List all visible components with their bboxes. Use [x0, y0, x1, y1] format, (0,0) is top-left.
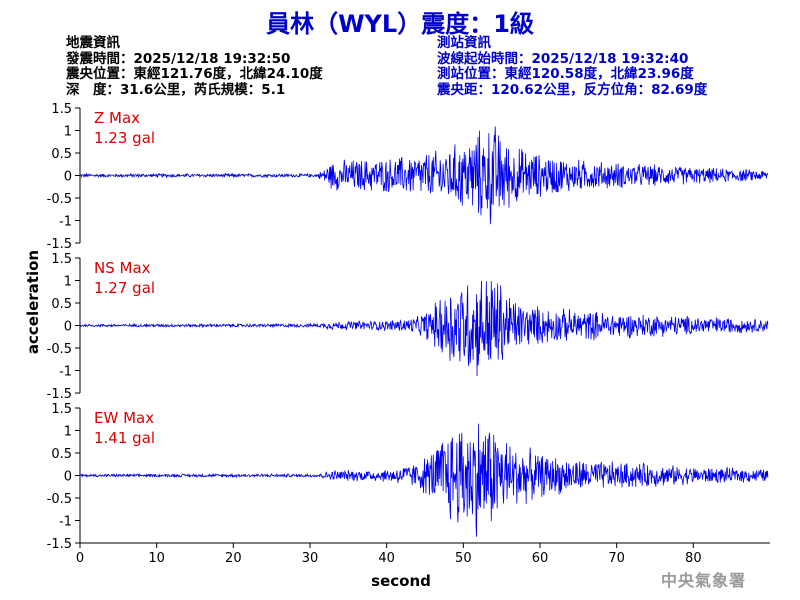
- y-tick-label: 1: [64, 275, 72, 290]
- depth-magnitude: 深 度：31.6公里，芮氏規模：5.1: [66, 81, 286, 98]
- max-label: Z Max: [94, 109, 140, 127]
- earthquake-info: 地震資訊 發震時間：2025/12/18 19:32:50 震央位置：東經121…: [66, 36, 323, 98]
- x-tick-label: 70: [608, 551, 625, 566]
- x-tick-label: 80: [685, 551, 702, 566]
- max-value: 1.27 gal: [94, 279, 155, 297]
- origin-time: 發震時間：2025/12/18 19:32:50: [66, 50, 291, 67]
- y-axis-label: acceleration: [24, 250, 42, 354]
- y-tick-label: -0.5: [47, 492, 72, 507]
- y-tick-label: 1: [64, 425, 72, 440]
- waveform-trace: [79, 280, 769, 377]
- max-value: 1.41 gal: [94, 429, 155, 447]
- max-label: EW Max: [94, 409, 154, 427]
- panel-1: -1.5 -1 -0.5 0 0.5 1 1.5 Z Max 1.23 gal: [47, 102, 769, 252]
- y-tick-label: 1: [64, 125, 72, 140]
- y-tick-label: -1: [59, 215, 72, 230]
- page-title: 員林（WYL）震度：1級: [266, 10, 534, 38]
- max-value: 1.23 gal: [94, 129, 155, 147]
- y-tick-label: -1.5: [47, 387, 72, 402]
- x-tick-label: 40: [378, 551, 395, 566]
- waveform-trace: [79, 423, 769, 537]
- chart-panels: -1.5 -1 -0.5 0 0.5 1 1.5 Z Max 1.23 gal -1.5 -1 -0.…: [47, 102, 769, 552]
- x-tick-label: 10: [148, 551, 165, 566]
- y-tick-label: 0.5: [51, 447, 72, 462]
- y-tick-label: 0: [64, 470, 72, 485]
- max-label: NS Max: [94, 259, 151, 277]
- panel-3: -1.5 -1 -0.5 0 0.5 1 1.5 EW Max 1.41 gal: [47, 402, 769, 552]
- y-tick-label: -1: [59, 365, 72, 380]
- x-tick-label: 30: [302, 551, 319, 566]
- y-tick-label: -1: [59, 515, 72, 530]
- wave-start-time: 波線起始時間：2025/12/18 19:32:40: [437, 50, 689, 67]
- panel-2: -1.5 -1 -0.5 0 0.5 1 1.5 NS Max 1.27 gal: [47, 252, 769, 402]
- x-axis-label: second: [371, 572, 431, 590]
- y-tick-label: -1.5: [47, 537, 72, 552]
- x-tick-label: 20: [225, 551, 242, 566]
- x-tick-label: 50: [455, 551, 472, 566]
- agency-name: 中央氣象署: [660, 571, 746, 590]
- x-axis: 0 10 20 30 40 50 60 70 80: [76, 542, 770, 566]
- y-tick-label: 1.5: [51, 102, 72, 117]
- x-tick-label: 0: [76, 551, 84, 566]
- y-tick-label: -0.5: [47, 192, 72, 207]
- y-tick-label: 0.5: [51, 147, 72, 162]
- x-tick-label: 60: [532, 551, 549, 566]
- y-tick-label: 0: [64, 320, 72, 335]
- y-tick-label: 1.5: [51, 252, 72, 267]
- y-tick-label: -0.5: [47, 342, 72, 357]
- y-tick-label: 0: [64, 170, 72, 185]
- y-tick-label: 0.5: [51, 297, 72, 312]
- station-info-header: 測站資訊: [437, 35, 491, 51]
- station-info: 測站資訊 波線起始時間：2025/12/18 19:32:40 測站位置：東經1…: [437, 36, 707, 98]
- waveform-trace: [79, 126, 769, 225]
- earthquake-info-header: 地震資訊: [66, 35, 120, 51]
- distance-azimuth: 震央距：120.62公里，反方位角：82.69度: [437, 81, 708, 98]
- epicenter-location: 震央位置：東經121.76度，北緯24.10度: [66, 66, 323, 82]
- station-location: 測站位置：東經120.58度，北緯23.96度: [437, 66, 694, 82]
- y-tick-label: 1.5: [51, 402, 72, 417]
- y-tick-label: -1.5: [47, 237, 72, 252]
